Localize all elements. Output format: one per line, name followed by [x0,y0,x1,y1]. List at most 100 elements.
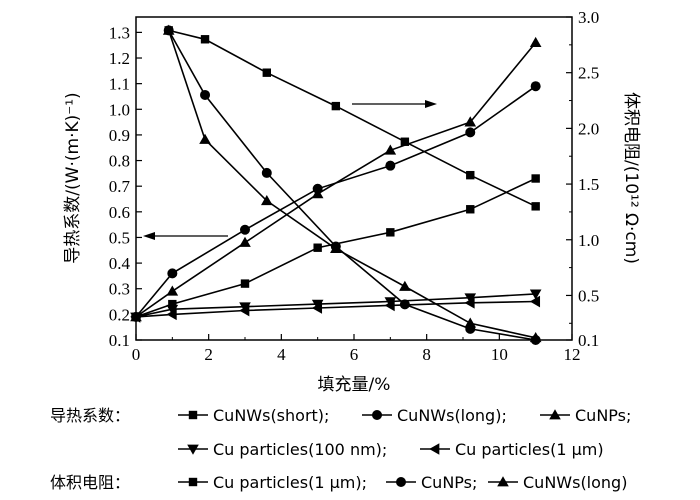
y-right-tick-label: 1.5 [578,175,599,194]
arrow-to-left-axis [143,232,228,240]
legend-marker [396,477,406,487]
y-right-tick-label: 2.0 [578,119,599,138]
thermal-series [131,81,541,322]
y-right-tick-label: 0.1 [578,331,599,350]
y-left-tick-label: 0.7 [109,177,131,196]
thermal-data-point [465,127,476,138]
legend-label: CuNWs(short); [213,406,329,425]
resistance-data-point [464,317,477,328]
legend-label: CuNPs; [575,406,631,425]
y-left-tick-label: 0.5 [109,228,130,247]
resistance-data-point [262,68,271,77]
thermal-data-point [313,243,322,252]
thermal-data-point [531,174,540,183]
y-left-tick-label: 0.2 [109,305,130,324]
left-y-axis: 0.1 0.2 0.3 0.4 0.5 0.6 0.7 0.8 0.9 1.0 1.1 1.2 1.3 [109,23,142,350]
legend-item: Cu particles(100 nm); [178,440,387,459]
thermal-data-point [240,279,250,288]
thermal-data-point [464,297,475,309]
series-layer [130,24,542,345]
y-left-tick-label: 1.1 [109,75,130,94]
resistance-data-point [400,137,410,146]
legend-marker [429,443,440,455]
legend-item: CuNPs; [540,406,631,425]
resistance-series [164,26,540,211]
thermal-data-point [529,36,542,47]
thermal-data-point [239,236,251,247]
resistance-data-point [199,133,211,144]
y-right-tick-label: 1.0 [578,231,599,250]
thermal-data-point [386,228,395,237]
x-tick-label: 6 [350,345,359,364]
right-y-axis: 0.1 0.5 1.0 1.5 2.0 2.5 3.0 [566,8,599,350]
resistance-data-point [529,331,542,343]
resistance-data-point [331,101,341,111]
plot-frame [135,16,573,341]
y-left-tick-label: 0.6 [109,203,130,222]
y-left-tick-label: 1.3 [109,23,130,42]
thermal-data-point [466,205,475,214]
thermal-series-line [135,42,537,318]
thermal-data-point [530,81,541,92]
y-left-tick-label: 0.1 [109,331,130,350]
y-right-tick-label: 0.5 [578,286,599,305]
x-tick-label: 4 [277,345,286,364]
legend: 导热系数： 体积电阻： CuNWs(short); CuNWs(long); CuN… [50,406,631,492]
thermal-data-point [385,160,396,171]
legend-group-thermal: 导热系数： [50,406,130,425]
resistance-data-point [531,202,540,211]
resistance-data-point [399,280,411,291]
resistance-data-point [261,194,273,206]
resistance-data-point [200,89,211,100]
y-left-tick-label: 0.3 [109,280,130,299]
thermal-series [130,289,542,323]
legend-marker [497,476,509,487]
thermal-series [130,295,541,323]
legend-group-resistance: 体积电阻： [50,473,130,492]
resistance-series-line [167,30,536,339]
x-axis: 0 2 4 6 8 10 12 [132,334,581,364]
thermal-data-point [464,116,477,127]
legend-label: CuNWs(long) [523,473,627,492]
resistance-data-point [261,167,272,178]
legend-marker [188,410,198,420]
legend-item: CuNPs; [386,473,477,492]
x-tick-label: 12 [564,345,581,364]
resistance-data-point [200,35,210,44]
legend-label: CuNPs; [421,473,477,492]
legend-label: Cu particles(1 μm) [455,440,604,459]
legend-label: Cu particles(100 nm); [213,440,387,459]
legend-item: Cu particles(1 μm); [178,473,367,492]
legend-item: Cu particles(1 μm) [420,440,604,459]
y-right-tick-label: 2.5 [578,64,599,83]
legend-marker [549,409,561,420]
resistance-data-point [399,299,410,310]
thermal-data-point [464,293,477,304]
thermal-data-point [311,188,324,199]
resistance-series-line [168,30,536,341]
thermal-series-line [135,85,537,318]
y-left-tick-label: 1.0 [109,100,130,119]
thermal-data-point [168,299,177,309]
x-tick-label: 8 [422,345,431,364]
thermal-data-point [166,304,179,316]
thermal-data-point [166,308,177,321]
thermal-data-point [384,299,395,312]
x-tick-label: 0 [132,345,141,364]
thermal-data-point [240,224,250,235]
thermal-data-point [167,268,178,279]
thermal-data-point [529,295,541,308]
resistance-data-point [162,24,175,35]
x-tick-label: 10 [491,345,508,364]
resistance-data-point [466,170,475,180]
thermal-data-point [529,289,542,300]
right-y-axis-title: 体积电阻/(10¹² Ω·cm) [621,92,641,264]
thermal-data-point [166,285,179,296]
thermal-data-point [311,302,323,314]
y-left-tick-label: 0.9 [109,126,130,145]
x-axis-title: 填充量/% [318,375,391,395]
legend-marker [187,444,199,455]
thermal-data-point [130,311,141,323]
legend-marker [188,477,198,487]
